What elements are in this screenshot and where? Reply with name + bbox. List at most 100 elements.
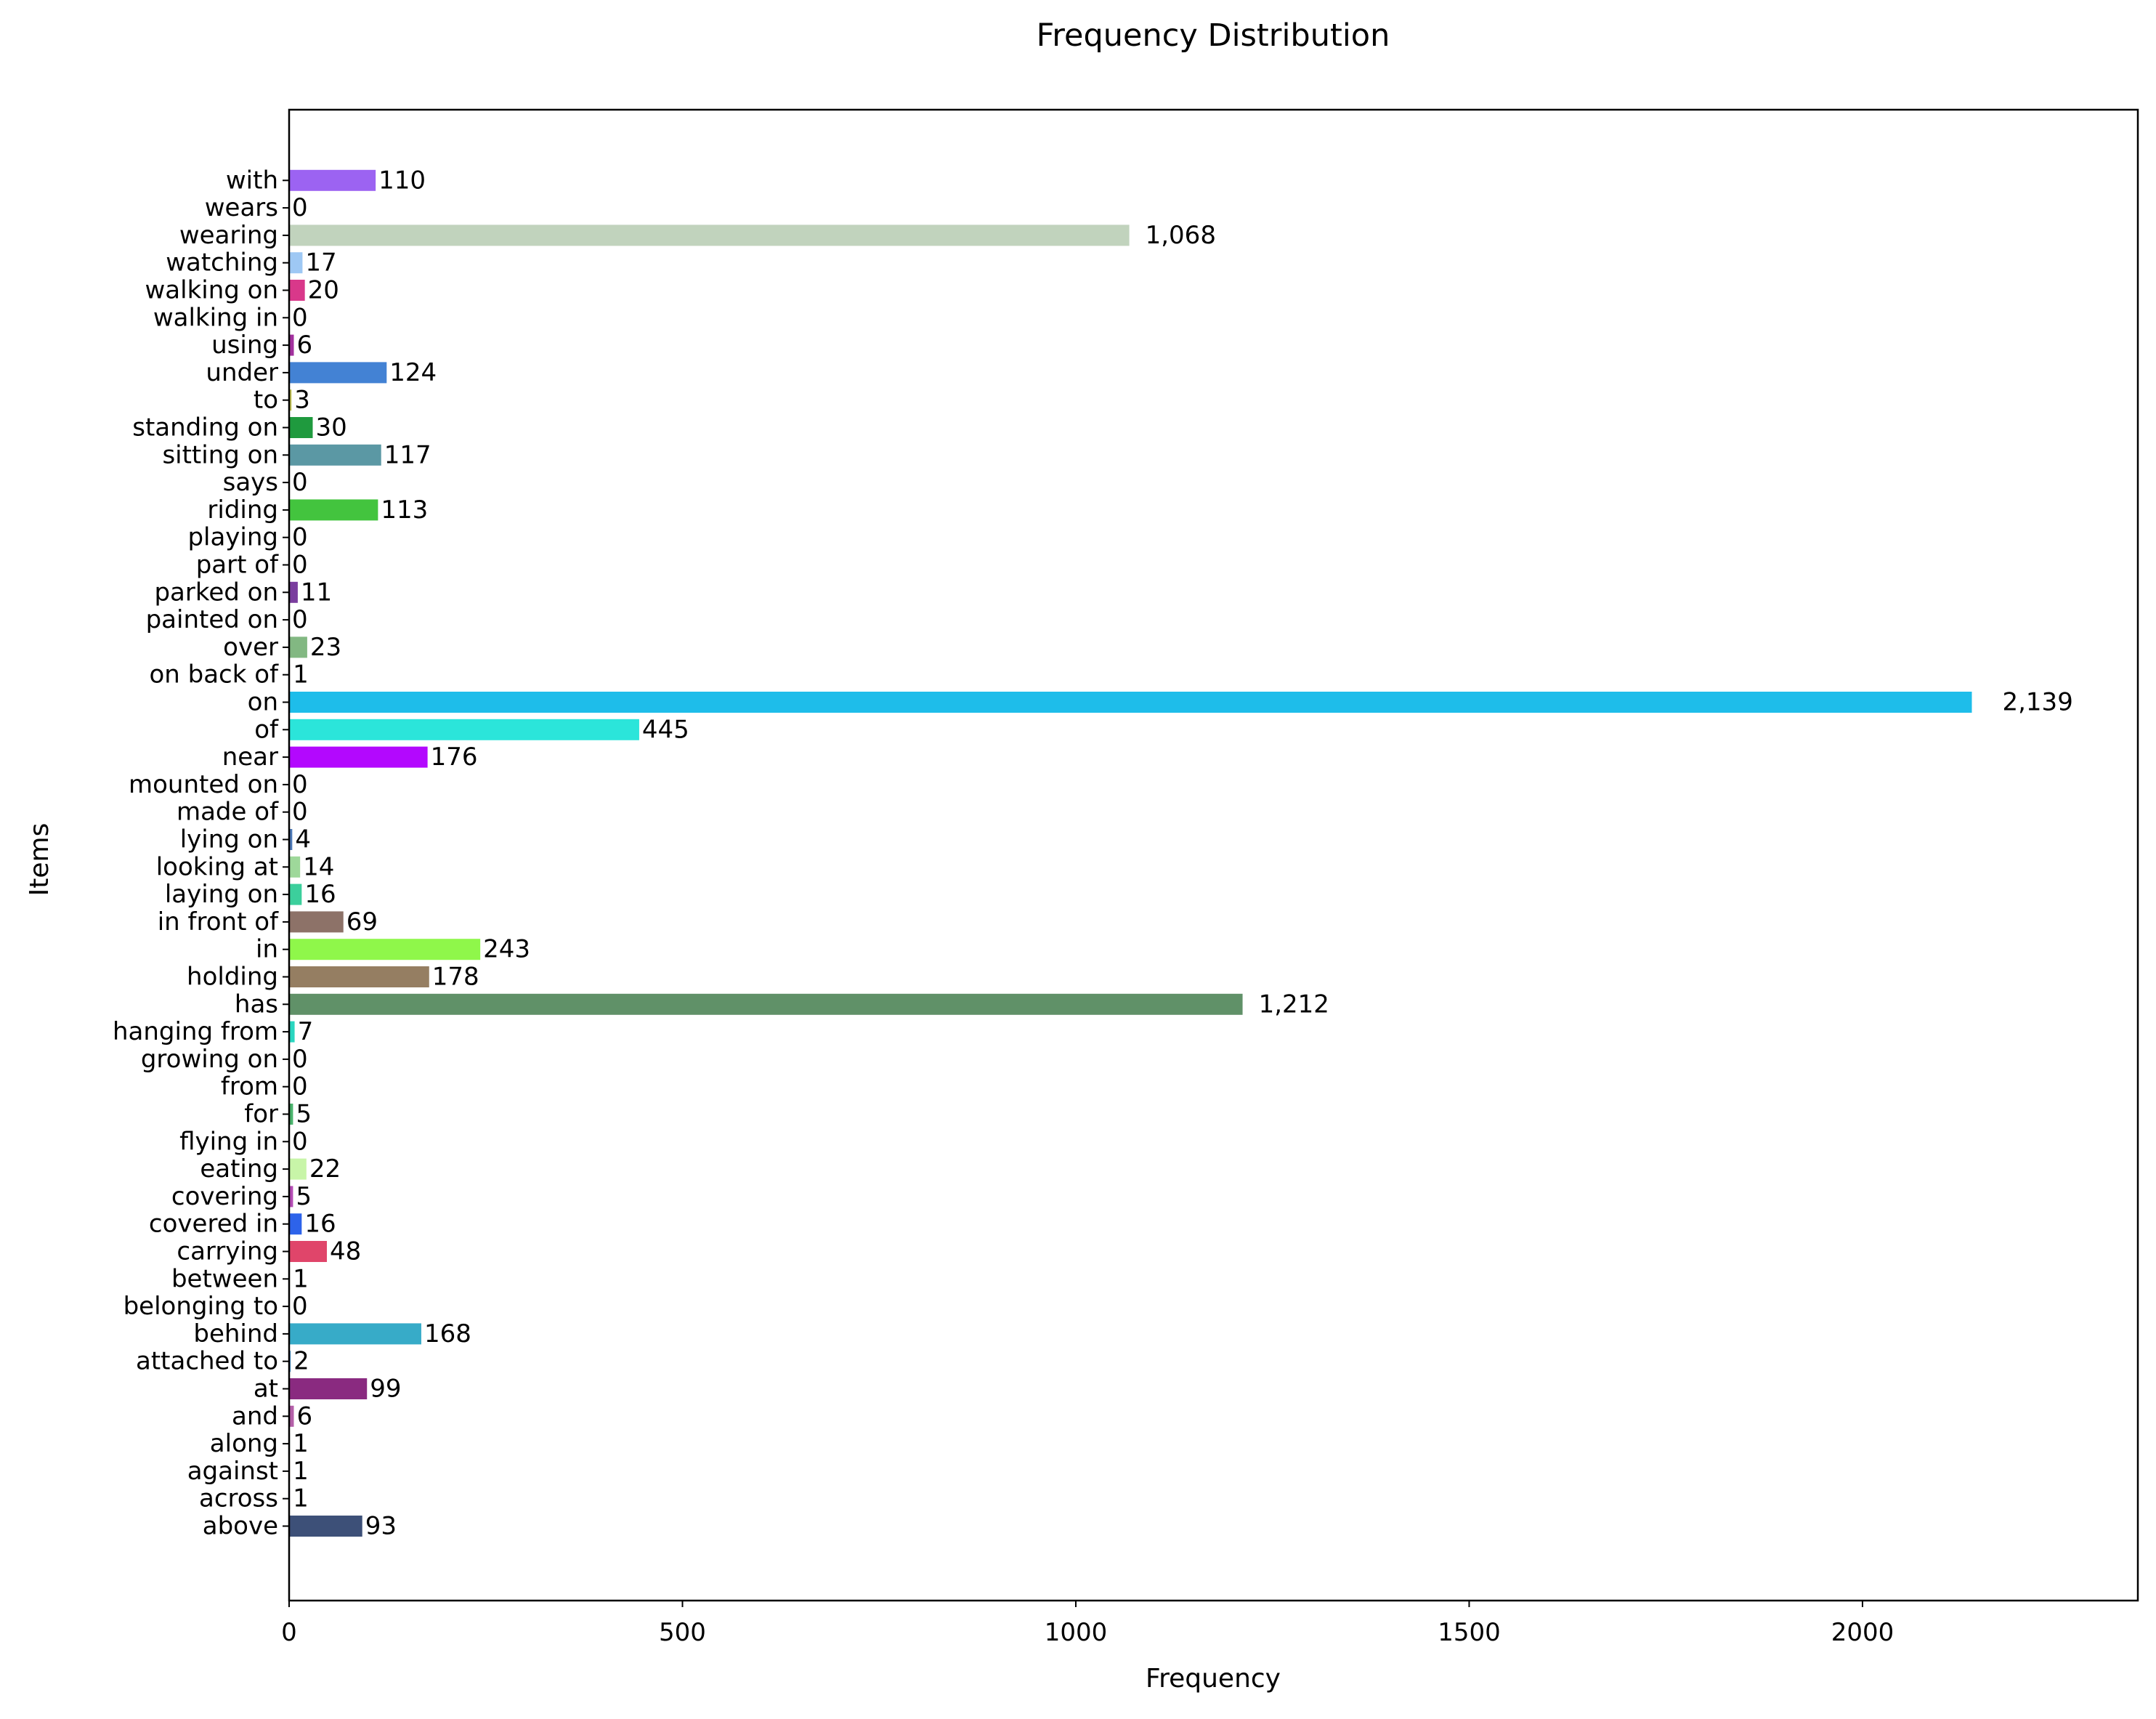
value-label-says: 0 [292, 468, 308, 497]
bar-to [289, 389, 292, 411]
y-tick-label-on: on [248, 688, 278, 717]
value-label-part-of: 0 [292, 551, 308, 580]
bar-at [289, 1378, 368, 1399]
y-tick-label-says: says [223, 468, 278, 497]
bar-near [289, 746, 428, 768]
y-tick-label-watching: watching [166, 248, 278, 278]
y-tick-label-standing-on: standing on [132, 413, 278, 442]
y-tick-label-painted-on: painted on [146, 605, 278, 634]
value-label-under: 124 [389, 358, 437, 387]
x-tick-label-0: 0 [281, 1618, 297, 1647]
y-tick-label-holding: holding [187, 963, 278, 992]
value-label-with: 110 [378, 166, 426, 195]
y-tick-label-walking-in: walking in [153, 303, 278, 332]
value-label-across: 1 [293, 1484, 309, 1513]
y-tick-label-playing: playing [187, 523, 278, 552]
y-tick-label-over: over [223, 633, 278, 662]
bars-group [289, 169, 1972, 1537]
bar-sitting-on [289, 444, 381, 466]
value-label-attached-to: 2 [293, 1347, 309, 1376]
value-label-carrying: 48 [330, 1237, 361, 1266]
y-tick-label-with: with [226, 166, 278, 195]
value-label-made-of: 0 [292, 798, 308, 827]
y-tick-label-along: along [210, 1429, 278, 1458]
value-label-to: 3 [294, 386, 310, 415]
value-label-in-front-of: 69 [346, 907, 378, 937]
value-label-laying-on: 16 [304, 880, 336, 909]
y-tick-label-of: of [254, 715, 279, 744]
value-label-above: 93 [365, 1512, 397, 1541]
bar-has [289, 993, 1243, 1015]
bar-eating [289, 1158, 307, 1180]
bar-walking-on [289, 280, 305, 301]
y-tick-label-on-back-of: on back of [149, 660, 279, 689]
value-label-for: 5 [296, 1100, 312, 1129]
value-label-has: 1,212 [1259, 990, 1329, 1019]
value-label-riding: 113 [381, 496, 428, 525]
y-tick-label-part-of: part of [196, 551, 279, 580]
y-tick-label-growing-on: growing on [141, 1045, 278, 1074]
value-label-mounted-on: 0 [292, 770, 308, 799]
bar-above [289, 1516, 362, 1537]
bar-hanging-from [289, 1021, 295, 1043]
value-label-belonging-to: 0 [292, 1292, 308, 1321]
value-label-using: 6 [296, 331, 312, 360]
value-label-against: 1 [293, 1457, 309, 1486]
value-label-lying-on: 4 [295, 825, 311, 854]
plot-frame [288, 108, 2139, 1602]
value-label-flying-in: 0 [292, 1127, 308, 1156]
value-label-between: 1 [293, 1264, 309, 1293]
value-label-along: 1 [293, 1429, 309, 1458]
y-tick-label-walking-on: walking on [145, 276, 278, 305]
value-label-wearing: 1,068 [1146, 221, 1216, 250]
x-tick-label-1500: 1500 [1438, 1618, 1501, 1647]
bar-using [289, 334, 294, 356]
value-label-on-back-of: 1 [293, 660, 309, 689]
x-axis-ticks: 0 500 1000 1500 2000 [281, 1601, 1894, 1647]
y-tick-label-made-of: made of [177, 798, 279, 827]
bar-lying-on [289, 829, 293, 850]
chart-title: Frequency Distribution [1037, 17, 1390, 54]
bar-looking-at [289, 856, 301, 878]
value-label-watching: 17 [305, 248, 336, 278]
bar-covered-in [289, 1213, 302, 1235]
y-tick-label-near: near [222, 743, 278, 772]
bar-over [289, 636, 307, 658]
value-label-covered-in: 16 [304, 1210, 336, 1239]
bar-under [289, 362, 387, 384]
y-tick-label-at: at [254, 1375, 278, 1404]
value-label-standing-on: 30 [315, 413, 346, 442]
value-label-holding: 178 [432, 963, 479, 992]
value-label-over: 23 [310, 633, 341, 662]
y-tick-label-laying-on: laying on [165, 880, 278, 909]
bar-riding [289, 499, 378, 521]
y-tick-label-behind: behind [193, 1319, 278, 1348]
y-tick-label-and: and [232, 1402, 278, 1431]
y-tick-label-under: under [206, 358, 278, 387]
y-tick-label-attached-to: attached to [136, 1347, 278, 1376]
y-tick-label-wears: wears [205, 193, 278, 222]
value-label-and: 6 [296, 1402, 312, 1431]
y-tick-label-in: in [256, 935, 278, 964]
value-label-covering: 5 [296, 1182, 312, 1211]
y-tick-label-belonging-to: belonging to [123, 1292, 278, 1321]
value-label-at: 99 [370, 1375, 401, 1404]
y-tick-label-using: using [211, 331, 278, 360]
value-label-eating: 22 [309, 1154, 341, 1184]
bar-holding [289, 966, 429, 987]
value-label-in: 243 [483, 935, 530, 964]
y-tick-label-to: to [254, 386, 278, 415]
y-tick-label-covered-in: covered in [149, 1210, 278, 1239]
bar-carrying [289, 1241, 327, 1262]
y-tick-label-carrying: carrying [177, 1237, 278, 1266]
bar-in [289, 939, 481, 960]
bar-standing-on [289, 417, 313, 438]
y-tick-label-riding: riding [207, 496, 278, 525]
value-label-sitting-on: 117 [384, 440, 431, 469]
value-label-walking-in: 0 [292, 303, 308, 332]
value-label-on: 2,139 [2002, 688, 2072, 717]
y-tick-label-hanging-from: hanging from [113, 1017, 278, 1046]
value-labels-group: 931116992168014816522050071,212178243691… [292, 166, 2073, 1540]
y-tick-label-lying-on: lying on [180, 825, 278, 854]
